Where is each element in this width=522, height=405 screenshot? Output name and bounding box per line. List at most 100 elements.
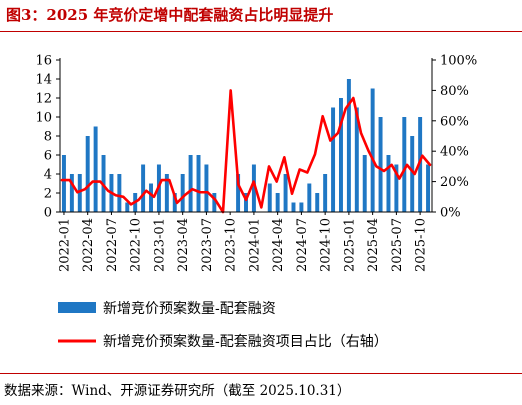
x-tick-label: 2025-04: [366, 218, 381, 272]
ratio-point-20: [207, 191, 209, 193]
x-tick-label: 2022-04: [81, 218, 96, 272]
ratio-point-30: [283, 156, 285, 158]
bar-28: [275, 193, 280, 212]
y-left-tick-label: 8: [44, 130, 52, 145]
y-left-tick-label: 2: [44, 187, 52, 202]
bar-43: [394, 164, 399, 212]
bar-35: [331, 107, 336, 212]
ratio-point-29: [276, 181, 278, 183]
ratio-point-8: [115, 194, 117, 196]
bar-30: [291, 202, 296, 212]
x-tick-label: 2023-10: [224, 218, 239, 272]
ratio-point-24: [237, 184, 239, 186]
bar-36: [339, 98, 343, 212]
ratio-point-37: [337, 132, 339, 134]
x-tick-label: 2025-10: [414, 218, 429, 272]
y-left-tick-label: 10: [35, 111, 52, 126]
figure-title: 图3：2025 年竞价定增中配套融资占比明显提升: [6, 6, 334, 24]
bar-14: [164, 174, 169, 212]
x-tick-label: 2024-01: [247, 218, 262, 272]
y-left-tick-label: 6: [44, 149, 52, 164]
ratio-point-38: [345, 108, 347, 110]
ratio-point-21: [214, 199, 216, 201]
y-left-tick-label: 12: [35, 92, 52, 107]
bar-37: [346, 79, 351, 212]
bar-46: [418, 117, 423, 212]
bar-9: [125, 202, 130, 212]
ratio-point-34: [314, 153, 316, 155]
bar-20: [212, 193, 217, 212]
bar-2: [69, 174, 74, 212]
bar-27: [267, 183, 272, 212]
x-tick-label: 2023-01: [152, 218, 167, 272]
ratio-point-36: [329, 140, 331, 142]
bar-39: [362, 155, 367, 212]
y-right-tick-label: 20%: [440, 175, 469, 190]
bar-41: [378, 117, 383, 212]
ratio-point-17: [184, 194, 186, 196]
bar-12: [149, 183, 153, 212]
ratio-point-35: [322, 115, 324, 117]
x-tick-label: 2024-10: [319, 218, 334, 272]
ratio-point-32: [299, 168, 301, 170]
axes-layer: 0 2 4 6 8 10 12 14 16 0% 20% 40% 60% 80% 100% 2022-01 20…: [35, 54, 477, 273]
y-right-tick-label: 100%: [440, 54, 477, 69]
bar-5: [93, 126, 98, 212]
ratio-point-39: [352, 97, 354, 99]
y-right-tick-label: 80%: [440, 84, 469, 99]
ratio-point-6: [99, 181, 101, 183]
source-note: 数据来源：Wind、开源证券研究所（截至 2025.10.31）: [4, 383, 351, 399]
bar-40: [370, 88, 375, 212]
ratio-point-48: [421, 155, 423, 157]
title-rule: [0, 31, 522, 32]
line-layer: [60, 89, 432, 214]
y-left-tick-label: 4: [44, 168, 52, 183]
ratio-point-49: [429, 164, 431, 166]
x-tick-label: 2022-07: [105, 218, 120, 272]
bar-17: [188, 155, 193, 212]
ratio-point-47: [414, 173, 416, 175]
ratio-point-12: [145, 190, 147, 192]
y-right-tick-label: 0%: [440, 206, 461, 221]
bar-32: [307, 183, 312, 212]
source-rule: [0, 373, 522, 374]
x-tick-label: 2024-04: [271, 218, 286, 272]
bar-44: [402, 117, 407, 212]
ratio-point-33: [306, 171, 308, 173]
x-tick-label: 2022-01: [57, 218, 72, 272]
ratio-point-43: [383, 170, 385, 172]
bar-24: [244, 193, 248, 212]
bar-38: [354, 107, 359, 212]
bar-33: [315, 193, 320, 212]
bar-16: [180, 174, 185, 212]
ratio-point-4: [84, 188, 86, 190]
bar-4: [85, 136, 90, 212]
ratio-point-7: [107, 190, 109, 192]
y-left-tick-label: 0: [44, 206, 52, 221]
ratio-point-9: [122, 196, 124, 198]
bar-47: [426, 164, 431, 212]
legend-swatch-bars: [58, 302, 96, 313]
ratio-point-16: [176, 202, 178, 204]
x-tick-label: 2025-01: [342, 218, 357, 272]
ratio-point-13: [153, 196, 155, 198]
x-tick-label: 2025-07: [390, 218, 405, 272]
ratio-point-3: [76, 191, 78, 193]
ratio-point-41: [368, 150, 370, 152]
ratio-point-27: [260, 206, 262, 208]
legend-label-bars: 新增竞价预案数量-配套融资: [103, 300, 276, 317]
bar-1: [61, 155, 66, 212]
bar-29: [283, 174, 288, 212]
x-tick-label: 2024-07: [295, 218, 310, 272]
bar-19: [204, 164, 209, 212]
ratio-point-31: [291, 193, 293, 195]
x-tick-label: 2023-04: [176, 218, 191, 272]
ratio-point-15: [168, 179, 170, 181]
bar-11: [141, 164, 146, 212]
bar-8: [117, 174, 122, 212]
ratio-point-14: [161, 179, 163, 181]
ratio-point-26: [253, 181, 255, 183]
ratio-point-10: [130, 203, 132, 205]
